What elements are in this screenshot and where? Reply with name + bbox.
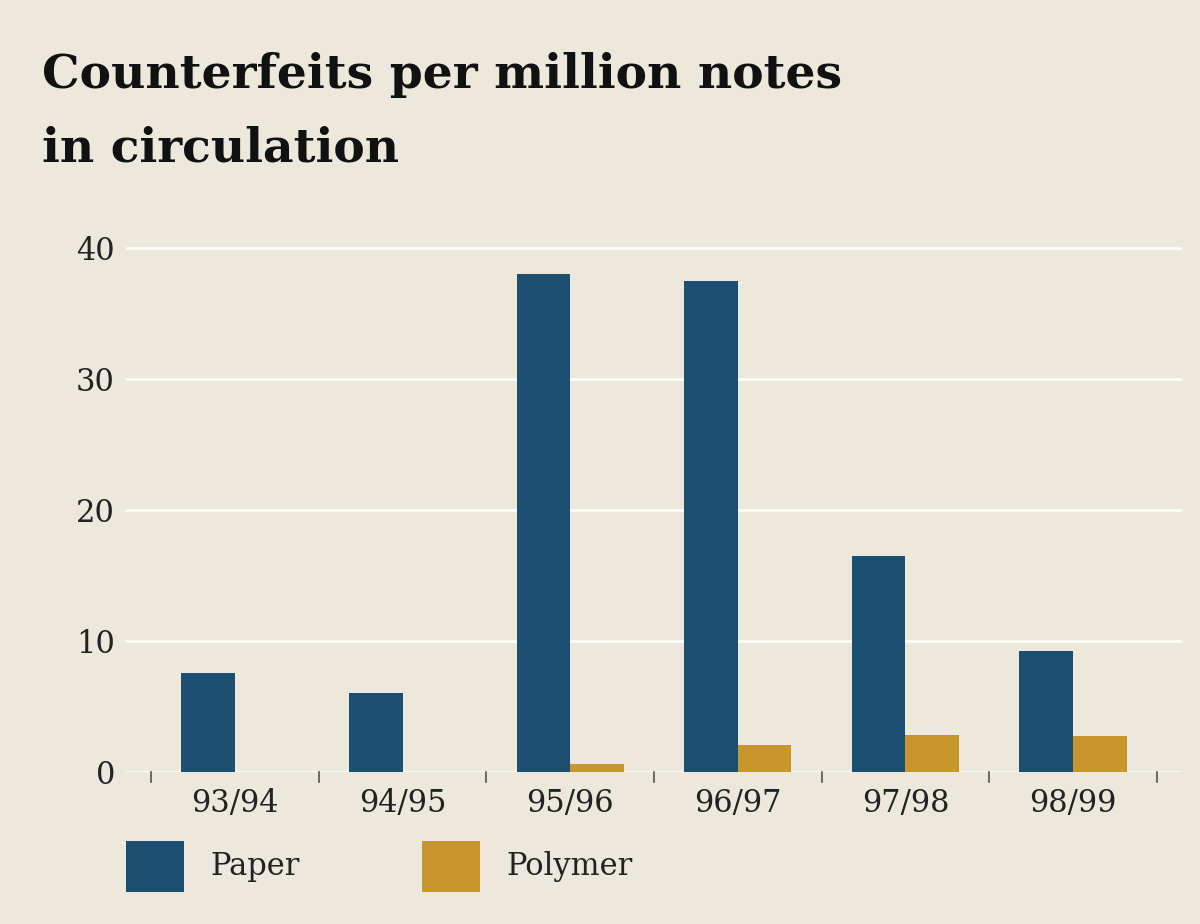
Bar: [126, 841, 184, 893]
Text: Counterfeits per million notes: Counterfeits per million notes: [42, 53, 842, 99]
Bar: [181, 674, 235, 772]
Bar: [516, 274, 570, 772]
Bar: [349, 693, 402, 772]
Text: Polymer: Polymer: [506, 851, 632, 882]
Bar: [570, 763, 624, 772]
Bar: [906, 735, 959, 772]
Bar: [852, 555, 906, 772]
Bar: [1020, 651, 1073, 772]
Bar: [684, 281, 738, 772]
Text: Paper: Paper: [210, 851, 300, 882]
Bar: [738, 746, 792, 772]
Bar: [1073, 736, 1127, 772]
Text: in circulation: in circulation: [42, 126, 400, 172]
Bar: [421, 841, 480, 893]
